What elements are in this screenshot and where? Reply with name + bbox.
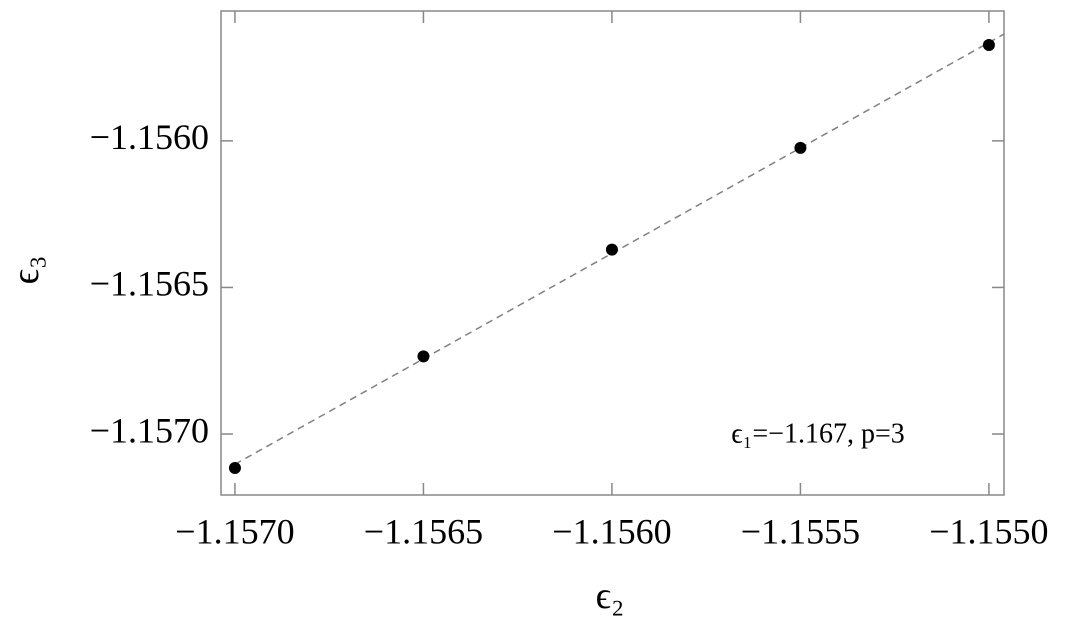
y-tick-label: −1.1565 bbox=[90, 264, 209, 304]
x-tick-label: −1.1550 bbox=[929, 511, 1048, 551]
y-tick-label: −1.1560 bbox=[90, 117, 209, 157]
data-point bbox=[794, 141, 807, 154]
data-point bbox=[605, 243, 618, 256]
y-axis-label: ϵ₃ bbox=[5, 256, 47, 285]
x-tick-label: −1.1560 bbox=[552, 511, 671, 551]
data-point bbox=[982, 39, 995, 52]
x-axis-label: ϵ₂ bbox=[596, 575, 625, 617]
data-point bbox=[228, 462, 241, 475]
y-tick-label: −1.1570 bbox=[90, 410, 209, 450]
data-point bbox=[417, 350, 430, 363]
x-tick-label: −1.1565 bbox=[364, 511, 483, 551]
annotation: ϵ₁=−1.167, p=3 bbox=[731, 418, 904, 449]
x-tick-label: −1.1555 bbox=[741, 511, 860, 551]
x-tick-label: −1.1570 bbox=[175, 511, 294, 551]
fit-line bbox=[234, 33, 1005, 465]
